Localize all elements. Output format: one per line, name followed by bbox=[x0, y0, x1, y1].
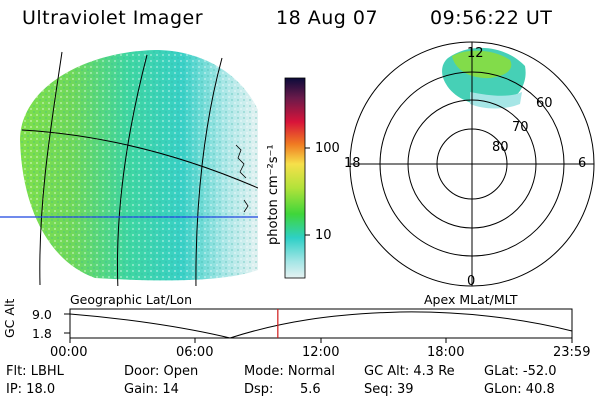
colorbar bbox=[284, 77, 310, 279]
mlt-label-12: 12 bbox=[467, 46, 484, 61]
dsp-label: Dsp: bbox=[244, 382, 274, 397]
date-label: 18 Aug 07 bbox=[276, 7, 379, 29]
ip-status: IP: 18.0 bbox=[6, 382, 56, 397]
polar-plot bbox=[349, 41, 595, 287]
time-tick-00: 00:00 bbox=[50, 345, 88, 360]
instrument-title: Ultraviolet Imager bbox=[22, 7, 204, 29]
alt-tick-1-8: 1.8 bbox=[32, 326, 52, 341]
lat-label-80: 80 bbox=[492, 140, 509, 155]
colorbar-tick-100: 100 bbox=[315, 141, 340, 156]
apex-label: Apex MLat/MLT bbox=[424, 292, 518, 307]
seq-status: Seq: 39 bbox=[364, 382, 414, 397]
gc-alt-status: GC Alt: 4.3 Re bbox=[364, 364, 455, 379]
glat-status: GLat: -52.0 bbox=[484, 364, 557, 379]
lat-label-70: 70 bbox=[512, 120, 529, 135]
filter-status: Flt: LBHL bbox=[6, 364, 64, 379]
time-tick-12: 12:00 bbox=[302, 345, 340, 360]
door-status: Door: Open bbox=[124, 364, 199, 379]
colorbar-tick-10: 10 bbox=[315, 228, 332, 243]
time-label: 09:56:22 UT bbox=[430, 7, 553, 29]
altitude-plot bbox=[64, 308, 573, 343]
time-tick-18: 18:00 bbox=[427, 345, 465, 360]
mode-status: Mode: Normal bbox=[244, 364, 335, 379]
alt-tick-9: 9.0 bbox=[32, 307, 52, 322]
gc-alt-axis-label: GC Alt bbox=[2, 298, 17, 338]
time-tick-06: 06:00 bbox=[176, 345, 214, 360]
time-tick-2359: 23:59 bbox=[553, 345, 591, 360]
gain-status: Gain: 14 bbox=[124, 382, 179, 397]
mlt-label-0: 0 bbox=[467, 274, 476, 289]
colorbar-unit-label: photon cm⁻²s⁻¹ bbox=[266, 144, 281, 245]
lat-label-60: 60 bbox=[536, 96, 553, 111]
mlt-label-18: 18 bbox=[344, 156, 361, 171]
mlt-label-6: 6 bbox=[578, 156, 587, 171]
dsp-value: 5.6 bbox=[300, 382, 321, 397]
geographic-label: Geographic Lat/Lon bbox=[70, 292, 192, 307]
glon-status: GLon: 40.8 bbox=[484, 382, 555, 397]
